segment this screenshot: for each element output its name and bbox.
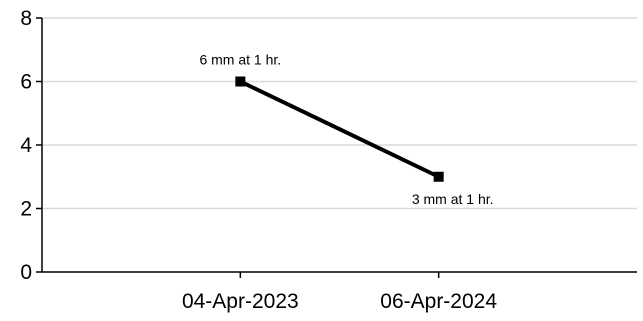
data-label: 3 mm at 1 hr. [412, 191, 494, 207]
data-point [235, 76, 246, 87]
y-tick-label: 4 [20, 134, 32, 157]
x-tick-label: 06-Apr-2024 [380, 290, 497, 313]
y-tick-label: 6 [20, 71, 32, 94]
data-label: 6 mm at 1 hr. [199, 52, 281, 68]
y-tick-label: 0 [20, 261, 32, 284]
series-line [239, 79, 440, 179]
series-group [235, 76, 444, 182]
y-axis-ticks: 0 2 4 6 8 [20, 7, 42, 284]
data-point [433, 171, 444, 182]
data-labels: 6 mm at 1 hr. 3 mm at 1 hr. [199, 52, 493, 207]
y-tick-label: 2 [20, 198, 32, 221]
grid-lines [42, 17, 637, 210]
x-axis-ticks: 04-Apr-2023 06-Apr-2024 [182, 272, 497, 313]
x-tick-label: 04-Apr-2023 [182, 290, 299, 313]
y-tick-label: 8 [20, 7, 32, 30]
